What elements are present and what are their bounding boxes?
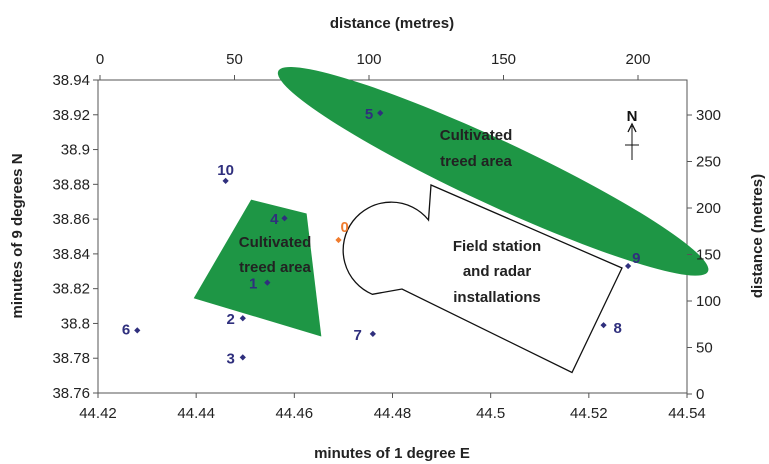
y-tick-label: 38.86 <box>52 211 90 228</box>
right-axis-title: distance (metres) <box>749 174 766 298</box>
cultivated-area-west-label-2: treed area <box>239 259 311 276</box>
right-tick-label: 0 <box>696 386 704 403</box>
right-tick-label: 50 <box>696 340 713 357</box>
x-tick-label: 44.54 <box>668 405 706 422</box>
point-label-8: 8 <box>614 320 622 337</box>
point-label-4: 4 <box>270 211 279 228</box>
y-tick-label: 38.94 <box>52 72 90 89</box>
field-station-label-3: installations <box>453 289 541 306</box>
points-layer: 0 1 2 3 4 5 6 7 8 9 10 <box>122 106 641 367</box>
x-tick-label: 44.52 <box>570 405 608 422</box>
point-label-1: 1 <box>249 276 257 293</box>
top-tick-label: 50 <box>226 51 243 68</box>
point-label-7: 7 <box>354 327 362 344</box>
field-station-label-2: and radar <box>463 263 532 280</box>
ticks-layer: 44.42 44.44 44.46 44.48 44.5 44.52 44.54 38.76 3… <box>52 51 721 422</box>
top-tick-label: 200 <box>625 51 650 68</box>
bottom-axis-title: minutes of 1 degree E <box>314 445 470 462</box>
y-tick-label: 38.84 <box>52 246 90 263</box>
top-axis-title: distance (metres) <box>330 15 454 32</box>
point-marker-0 <box>335 236 342 244</box>
north-label: N <box>627 108 638 125</box>
x-tick-label: 44.44 <box>177 405 215 422</box>
y-tick-label: 38.9 <box>61 142 90 159</box>
point-label-9: 9 <box>632 250 640 267</box>
cultivated-area-north-label-1: Cultivated <box>440 127 513 144</box>
point-label-10: 10 <box>217 162 234 179</box>
areas-layer: Cultivated treed area Cultivated treed area… <box>193 66 709 374</box>
point-label-2: 2 <box>226 311 234 328</box>
right-tick-label: 200 <box>696 200 721 217</box>
point-label-5: 5 <box>365 106 373 123</box>
x-tick-label: 44.46 <box>276 405 314 422</box>
cultivated-area-north-label-2: treed area <box>440 153 512 170</box>
y-tick-label: 38.92 <box>52 107 90 124</box>
point-label-0: 0 <box>341 219 349 236</box>
y-tick-label: 38.88 <box>52 176 90 193</box>
point-marker-8 <box>600 322 607 329</box>
y-tick-label: 38.8 <box>61 315 90 332</box>
right-tick-label: 100 <box>696 293 721 310</box>
y-tick-label: 38.82 <box>52 281 90 298</box>
y-tick-label: 38.78 <box>52 350 90 367</box>
x-tick-label: 44.5 <box>476 405 505 422</box>
y-tick-label: 38.76 <box>52 385 90 402</box>
left-axis-title: minutes of 9 degrees N <box>9 153 26 318</box>
right-tick-label: 150 <box>696 247 721 264</box>
cultivated-area-west-label-1: Cultivated <box>239 234 312 251</box>
point-marker-1 <box>264 279 271 286</box>
top-tick-label: 100 <box>356 51 381 68</box>
field-station-label-1: Field station <box>453 238 541 255</box>
point-marker-9 <box>624 262 632 270</box>
field-station-area <box>342 184 623 374</box>
x-tick-label: 44.48 <box>374 405 412 422</box>
x-tick-label: 44.42 <box>79 405 117 422</box>
point-label-3: 3 <box>226 350 234 367</box>
north-arrow-icon <box>625 122 639 160</box>
cultivated-area-north <box>277 66 709 276</box>
right-tick-label: 250 <box>696 154 721 171</box>
right-tick-label: 300 <box>696 107 721 124</box>
point-marker-7 <box>369 330 376 337</box>
cultivated-area-west <box>193 199 322 337</box>
top-tick-label: 0 <box>96 51 104 68</box>
top-tick-label: 150 <box>491 51 516 68</box>
point-label-6: 6 <box>122 321 130 338</box>
